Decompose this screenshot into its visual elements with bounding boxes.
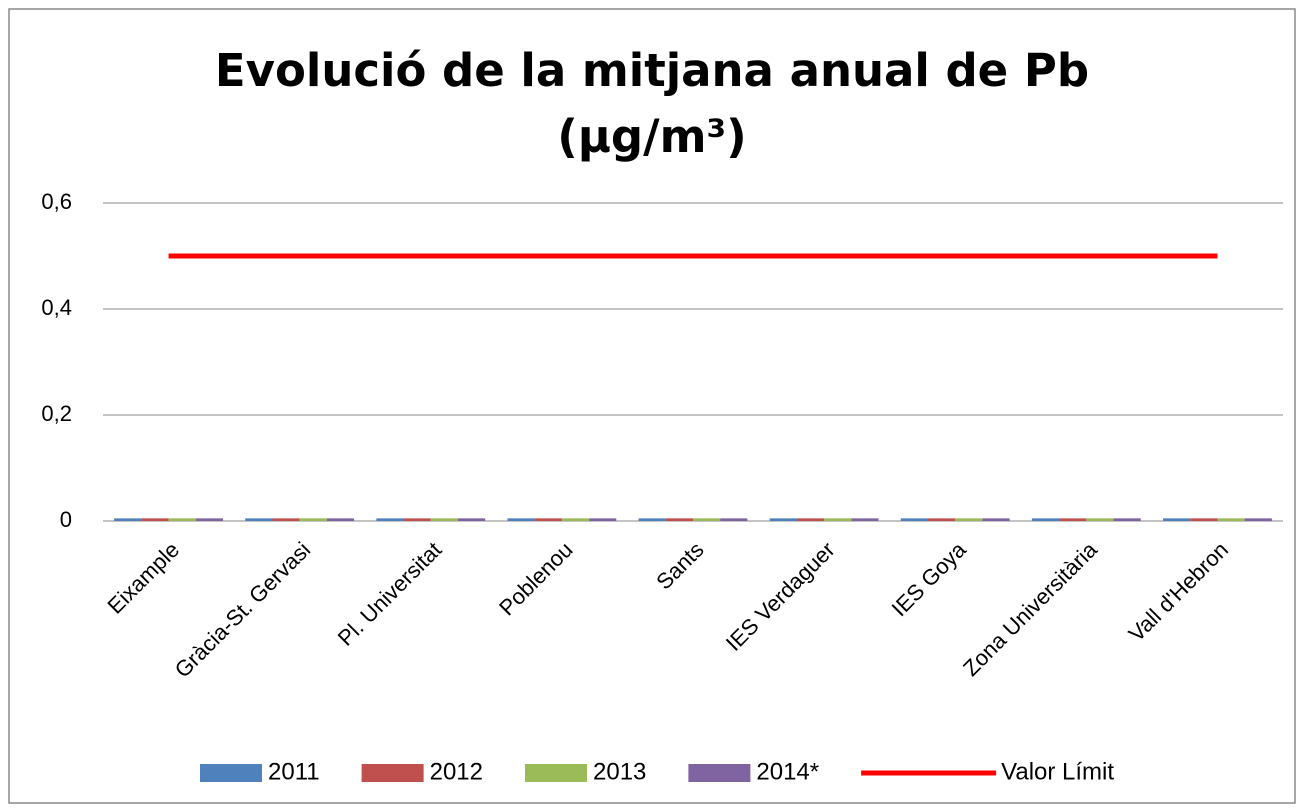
bar [1031,518,1060,521]
bar [824,518,852,521]
legend-swatch [525,764,587,782]
bar [1163,518,1191,521]
bar [561,518,590,521]
y-tick-label: 0,6 [41,189,72,214]
bar [928,518,956,521]
legend-swatch [361,764,424,782]
legend-label: Valor Límit [1001,758,1114,785]
bar [141,518,169,521]
chart-title: Evolució de la mitjana anual de Pb (µg/m… [214,44,1090,163]
bar [168,518,196,521]
y-tick-label: 0,2 [41,401,72,426]
legend-swatch [688,764,751,782]
bar [195,518,223,521]
bar [114,518,142,521]
bar [1113,518,1141,521]
bar [326,518,355,521]
bar [376,518,404,521]
y-tick-label: 0,4 [41,295,72,320]
chart-border [8,8,1296,804]
bar [1244,518,1272,521]
bar [299,518,327,521]
bar [430,518,458,521]
bar [638,518,666,521]
bar [1059,518,1087,521]
bar [272,518,300,521]
bar [534,518,562,521]
bar [589,518,617,521]
legend-swatch [200,764,262,782]
bar [403,518,431,521]
bar [900,518,929,521]
bar [1190,518,1218,521]
bar [796,518,825,521]
bar [1086,518,1114,521]
bar [693,518,721,521]
bar [720,518,748,521]
bar [955,518,983,521]
legend-label: 2011 [268,758,320,785]
bar [769,518,797,521]
legend-label: 2013 [593,758,646,785]
legend-label: 2012 [430,758,483,785]
bar [507,518,535,521]
bar [1217,518,1245,521]
bar [851,518,879,521]
bar [982,518,1010,521]
bar [665,518,693,521]
bar [245,518,273,521]
y-tick-label: 0 [60,507,72,532]
legend-label: 2014* [756,758,819,785]
bar [457,518,486,521]
